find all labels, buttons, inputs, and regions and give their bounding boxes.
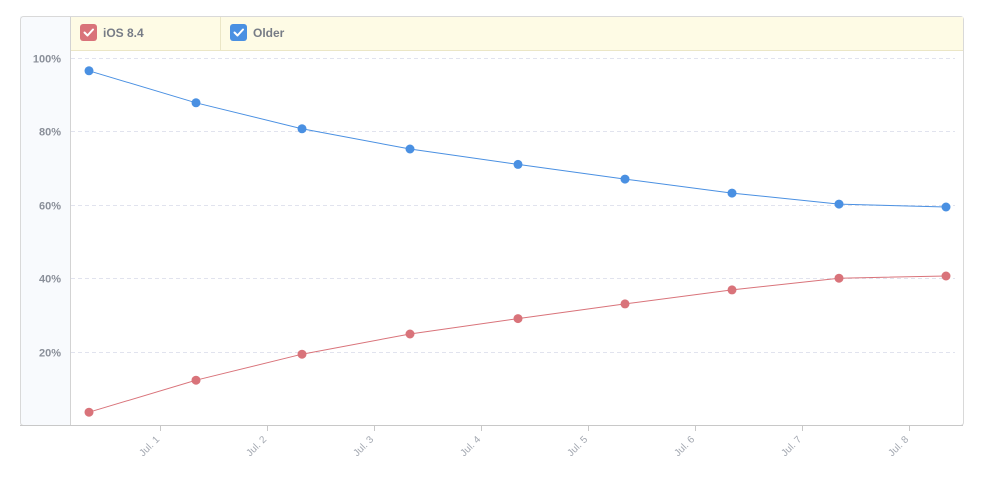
- ios84-checkbox-icon[interactable]: [80, 24, 97, 41]
- y-tick-label: 80%: [39, 127, 61, 139]
- data-point-older-5[interactable]: [620, 174, 630, 184]
- y-tick-label: 60%: [39, 201, 61, 213]
- older-checkmark-icon: [233, 28, 244, 37]
- data-point-older-4[interactable]: [513, 159, 523, 169]
- y-tick-label: 100%: [33, 54, 61, 66]
- legend-background: [71, 17, 963, 50]
- y-tick-label: 40%: [39, 274, 61, 286]
- legend-label-older: Older: [253, 26, 285, 40]
- series-line-ios84: [88, 275, 947, 413]
- x-tick-label: Jul. 2: [244, 434, 269, 459]
- x-tick-label: Jul. 8: [886, 434, 911, 459]
- x-tick-label: Jul. 6: [672, 434, 697, 459]
- legend: iOS 8.4 Older: [71, 17, 963, 51]
- x-tick-label: Jul. 4: [458, 434, 483, 459]
- series-layer: [84, 66, 951, 417]
- x-tick-label: Jul. 1: [137, 434, 162, 459]
- ios84-checkmark-icon: [83, 28, 94, 37]
- data-point-older-2[interactable]: [297, 124, 307, 134]
- data-point-older-1[interactable]: [191, 98, 201, 108]
- data-point-ios84-0[interactable]: [84, 407, 94, 417]
- legend-item-older[interactable]: Older: [230, 24, 285, 41]
- data-point-ios84-1[interactable]: [191, 375, 201, 385]
- data-point-ios84-3[interactable]: [405, 329, 415, 339]
- data-point-older-7[interactable]: [834, 199, 844, 209]
- data-point-older-8[interactable]: [941, 202, 951, 212]
- chart-border: [20, 16, 964, 426]
- data-point-older-3[interactable]: [405, 144, 415, 154]
- data-point-ios84-6[interactable]: [727, 285, 737, 295]
- data-point-ios84-5[interactable]: [620, 299, 630, 309]
- y-axis: 20% 40% 60% 80% 100%: [33, 17, 71, 425]
- data-point-ios84-4[interactable]: [513, 314, 523, 324]
- older-checkbox-icon[interactable]: [230, 24, 247, 41]
- legend-label-ios84: iOS 8.4: [103, 26, 144, 40]
- data-point-ios84-2[interactable]: [297, 349, 307, 359]
- x-tick-label: Jul. 5: [565, 434, 590, 459]
- series-line-older: [88, 70, 947, 208]
- data-point-older-6[interactable]: [727, 188, 737, 198]
- grid-lines: [71, 58, 955, 353]
- data-point-ios84-7[interactable]: [834, 273, 844, 283]
- x-tick-label: Jul. 3: [351, 434, 376, 459]
- data-point-ios84-8[interactable]: [941, 271, 951, 281]
- data-point-older-0[interactable]: [84, 66, 94, 76]
- y-tick-label: 20%: [39, 348, 61, 360]
- plot-left-panel: [20, 16, 70, 425]
- legend-item-ios84[interactable]: iOS 8.4: [80, 24, 144, 41]
- x-tick-label: Jul. 7: [779, 434, 804, 459]
- x-axis: Jul. 1 Jul. 2 Jul. 3 Jul. 4 Jul. 5 Jul. 6 Jul.…: [20, 425, 963, 459]
